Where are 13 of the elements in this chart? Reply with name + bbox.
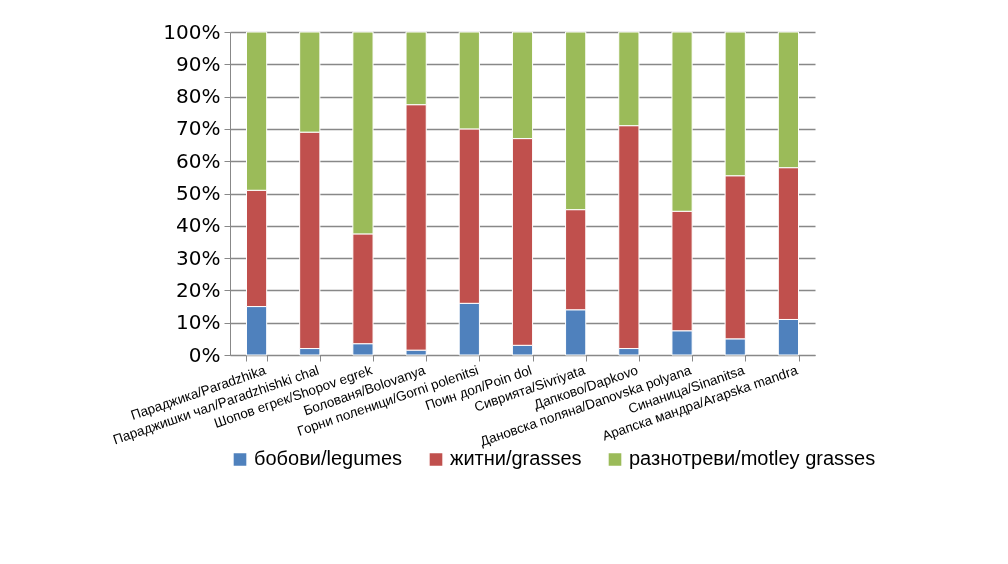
y-tick-label: 60% [176, 148, 221, 173]
y-tick-label: 80% [176, 84, 221, 109]
legend-label: бобови/legumes [254, 447, 403, 470]
y-tick-label: 30% [176, 245, 221, 270]
y-tick-label: 50% [176, 181, 221, 205]
legend-label: разнотреви/motley grasses [629, 447, 876, 470]
y-tick-label: 70% [176, 116, 221, 141]
y-tick-label: 10% [176, 310, 221, 335]
y-tick-label: 90% [176, 51, 221, 76]
y-tick-label: 100% [163, 19, 221, 44]
y-tick-label: 20% [176, 277, 221, 302]
y-tick-label: 40% [176, 213, 221, 238]
y-tick-label: 0% [188, 342, 221, 367]
